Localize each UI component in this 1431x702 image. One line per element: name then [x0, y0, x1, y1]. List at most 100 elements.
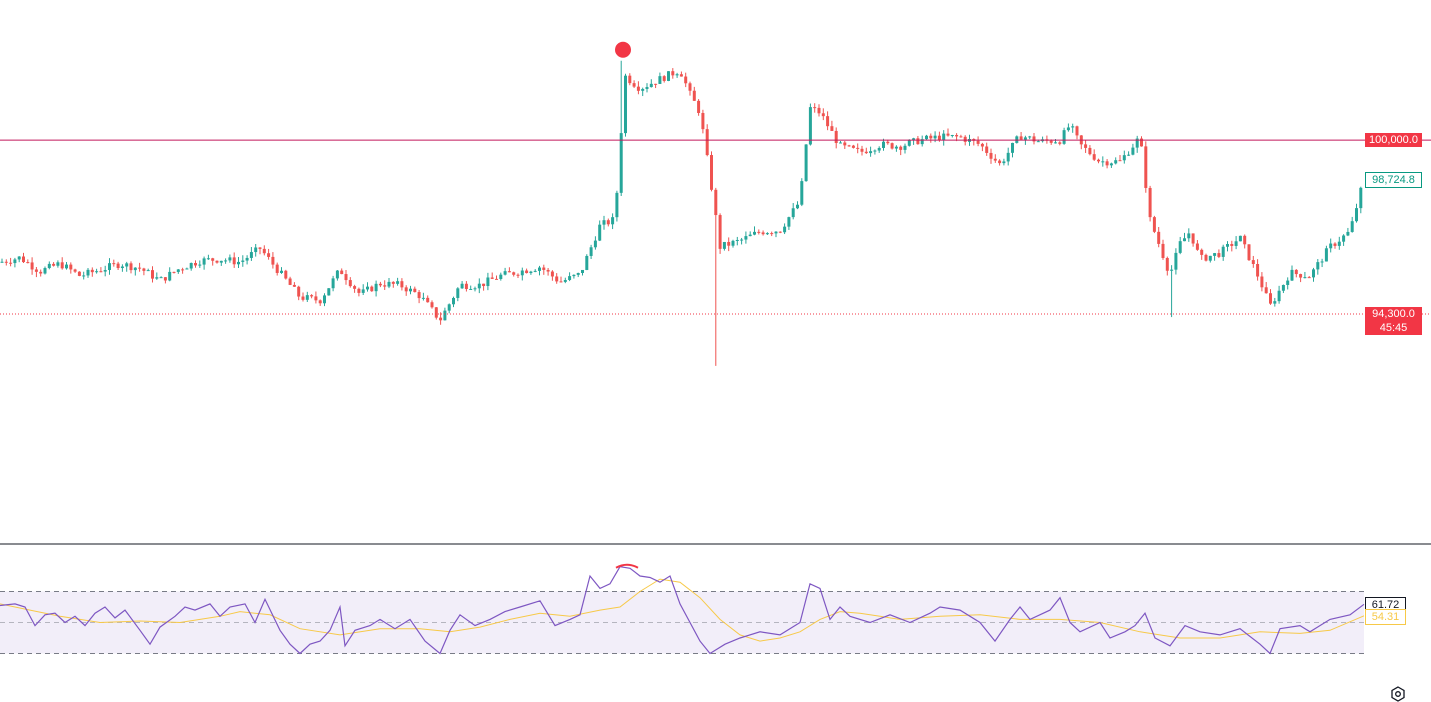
candle — [1320, 258, 1324, 268]
candle — [985, 142, 989, 156]
candle — [800, 178, 804, 207]
candle — [826, 111, 830, 131]
candle — [297, 285, 301, 301]
level-tag-94300[interactable]: 94,300.0 45:45 — [1365, 307, 1422, 336]
candle — [834, 127, 838, 149]
candle — [1015, 135, 1019, 144]
candle — [602, 215, 606, 230]
candle — [215, 260, 219, 264]
candle — [1286, 277, 1290, 290]
candle — [237, 256, 240, 269]
candle — [1006, 147, 1010, 166]
candle — [284, 269, 288, 280]
candle — [194, 260, 197, 268]
candle — [671, 68, 675, 79]
candle — [1277, 285, 1281, 304]
candle — [998, 159, 1002, 166]
candle — [864, 147, 868, 154]
level-tag-100000[interactable]: 100,000.0 — [1365, 133, 1422, 148]
candle — [813, 103, 817, 113]
candle — [1191, 233, 1195, 247]
candle — [13, 257, 17, 268]
last-price-tag: 98,724.8 — [1365, 171, 1422, 188]
candle — [576, 272, 580, 278]
candle — [1208, 255, 1212, 263]
candle — [1303, 271, 1307, 279]
candle — [1187, 228, 1191, 242]
candle — [903, 143, 907, 154]
candle — [598, 220, 602, 242]
candle — [288, 276, 292, 286]
candle — [125, 261, 129, 272]
candle — [417, 289, 421, 304]
candle — [391, 281, 395, 288]
candle — [249, 247, 253, 261]
candle — [1264, 282, 1268, 294]
candle — [950, 134, 954, 138]
candle — [877, 146, 881, 153]
candle — [929, 133, 933, 143]
candle — [1135, 135, 1139, 153]
candle — [366, 282, 369, 292]
candle — [1101, 156, 1105, 167]
candle — [206, 254, 210, 260]
candle — [133, 267, 137, 276]
rsi-pane — [0, 563, 1365, 655]
candle — [804, 144, 808, 182]
candle — [894, 145, 898, 152]
candle — [1118, 155, 1122, 162]
candle — [1243, 234, 1247, 249]
candle — [310, 294, 314, 299]
candle — [744, 231, 748, 244]
candle — [972, 138, 976, 146]
candle — [30, 257, 34, 275]
candle — [1238, 235, 1242, 242]
candle — [1011, 142, 1014, 158]
bar-countdown: 45:45 — [1379, 322, 1408, 335]
candle — [1307, 276, 1311, 279]
settings-icon[interactable] — [1390, 686, 1406, 702]
candle — [1019, 132, 1023, 140]
candle — [1230, 240, 1234, 252]
candle — [1342, 234, 1346, 246]
candle — [817, 104, 821, 117]
candle — [886, 139, 890, 145]
candle — [830, 120, 834, 131]
candle — [1234, 236, 1238, 250]
candle — [675, 72, 679, 78]
candle — [1109, 162, 1113, 168]
candle — [568, 272, 572, 282]
candle — [624, 73, 627, 137]
candle — [0, 258, 4, 263]
candle — [533, 269, 537, 273]
candle — [1148, 185, 1152, 222]
candle — [421, 292, 425, 301]
candle — [1204, 253, 1208, 262]
candle — [447, 303, 451, 314]
level-tag-94300-price: 94,300.0 — [1372, 308, 1415, 321]
candle — [413, 286, 417, 293]
candle — [159, 276, 163, 279]
candle — [172, 271, 176, 274]
candle — [735, 236, 739, 246]
candle — [765, 232, 769, 235]
candle — [1183, 232, 1186, 242]
rsi-band-fill — [0, 591, 1364, 654]
candle — [710, 151, 713, 192]
candle — [434, 307, 438, 320]
candle — [452, 296, 455, 308]
candle — [585, 254, 589, 271]
candle — [1152, 215, 1156, 234]
candle — [645, 83, 649, 93]
candle — [701, 109, 705, 134]
candle — [542, 264, 546, 275]
candle — [641, 87, 645, 97]
candle — [65, 262, 68, 270]
candle — [82, 271, 86, 280]
candle — [43, 266, 47, 275]
candle — [1088, 145, 1092, 156]
candle — [327, 288, 331, 296]
candle — [1178, 236, 1182, 255]
candle — [181, 267, 185, 274]
